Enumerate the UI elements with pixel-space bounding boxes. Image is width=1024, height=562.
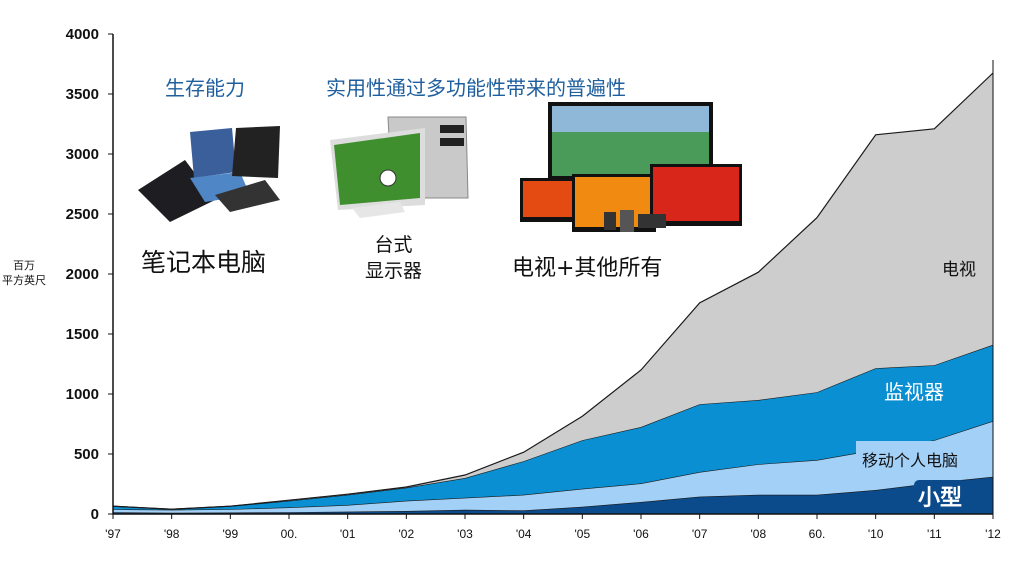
- y-tick-label: 0: [91, 506, 99, 523]
- heading-survivability: 生存能力: [165, 76, 245, 100]
- laptop-caption: 笔记本电脑: [141, 248, 267, 277]
- area-series-1: [113, 421, 993, 513]
- x-tick-label: 60.: [809, 527, 826, 541]
- desktop-monitor-image: [330, 116, 469, 218]
- heading-ubiquity: 实用性通过多功能性带来的普遍性: [326, 76, 626, 100]
- y-tick-label: 2500: [66, 206, 99, 223]
- y-axis-label-line2: 平方英尺: [2, 274, 46, 287]
- y-tick-label: 3500: [66, 86, 99, 103]
- x-tick-label: '05: [575, 527, 591, 541]
- series-label-tv: 电视: [942, 260, 976, 280]
- tvs-image: [520, 102, 742, 232]
- laptops-image: [138, 126, 280, 222]
- area-series-0: [113, 476, 993, 514]
- x-tick-label: '02: [399, 527, 415, 541]
- x-tick-label: '04: [516, 527, 532, 541]
- y-axis-label: 百万 平方英尺: [2, 258, 46, 288]
- y-tick-label: 500: [74, 446, 99, 463]
- x-tick-label: '10: [868, 527, 884, 541]
- series-label-mobile-pc: 移动个人电脑: [856, 441, 963, 475]
- y-axis-label-line1: 百万: [13, 259, 35, 272]
- x-tick-label: '97: [105, 527, 121, 541]
- desktop-caption: 台式 显示器: [365, 232, 422, 284]
- series-label-small: 小型: [914, 480, 967, 512]
- x-tick-label: '06: [633, 527, 649, 541]
- x-tick-label: '12: [985, 527, 1001, 541]
- y-tick-label: 1500: [66, 326, 99, 343]
- x-tick-label: '07: [692, 527, 708, 541]
- tv-caption: 电视+其他所有: [512, 256, 663, 281]
- y-tick-label: 1000: [66, 386, 99, 403]
- series-label-monitor: 监视器: [884, 380, 944, 404]
- x-tick-label: '98: [164, 527, 180, 541]
- x-tick-label: 00.: [281, 527, 298, 541]
- area-series-2: [113, 344, 993, 510]
- x-tick-label: '08: [751, 527, 767, 541]
- x-tick-label: '11: [927, 527, 942, 541]
- x-tick-label: '03: [457, 527, 473, 541]
- x-tick-label: '99: [223, 527, 239, 541]
- desktop-caption-line2: 显示器: [365, 260, 423, 282]
- desktop-caption-line1: 台式: [374, 234, 413, 256]
- y-tick-label: 2000: [66, 266, 99, 283]
- area-series-3: [113, 73, 993, 510]
- x-tick-label: '01: [340, 527, 356, 541]
- y-tick-label: 3000: [66, 146, 99, 163]
- series-line-3: [112, 72, 994, 510]
- y-tick-label: 4000: [66, 26, 99, 43]
